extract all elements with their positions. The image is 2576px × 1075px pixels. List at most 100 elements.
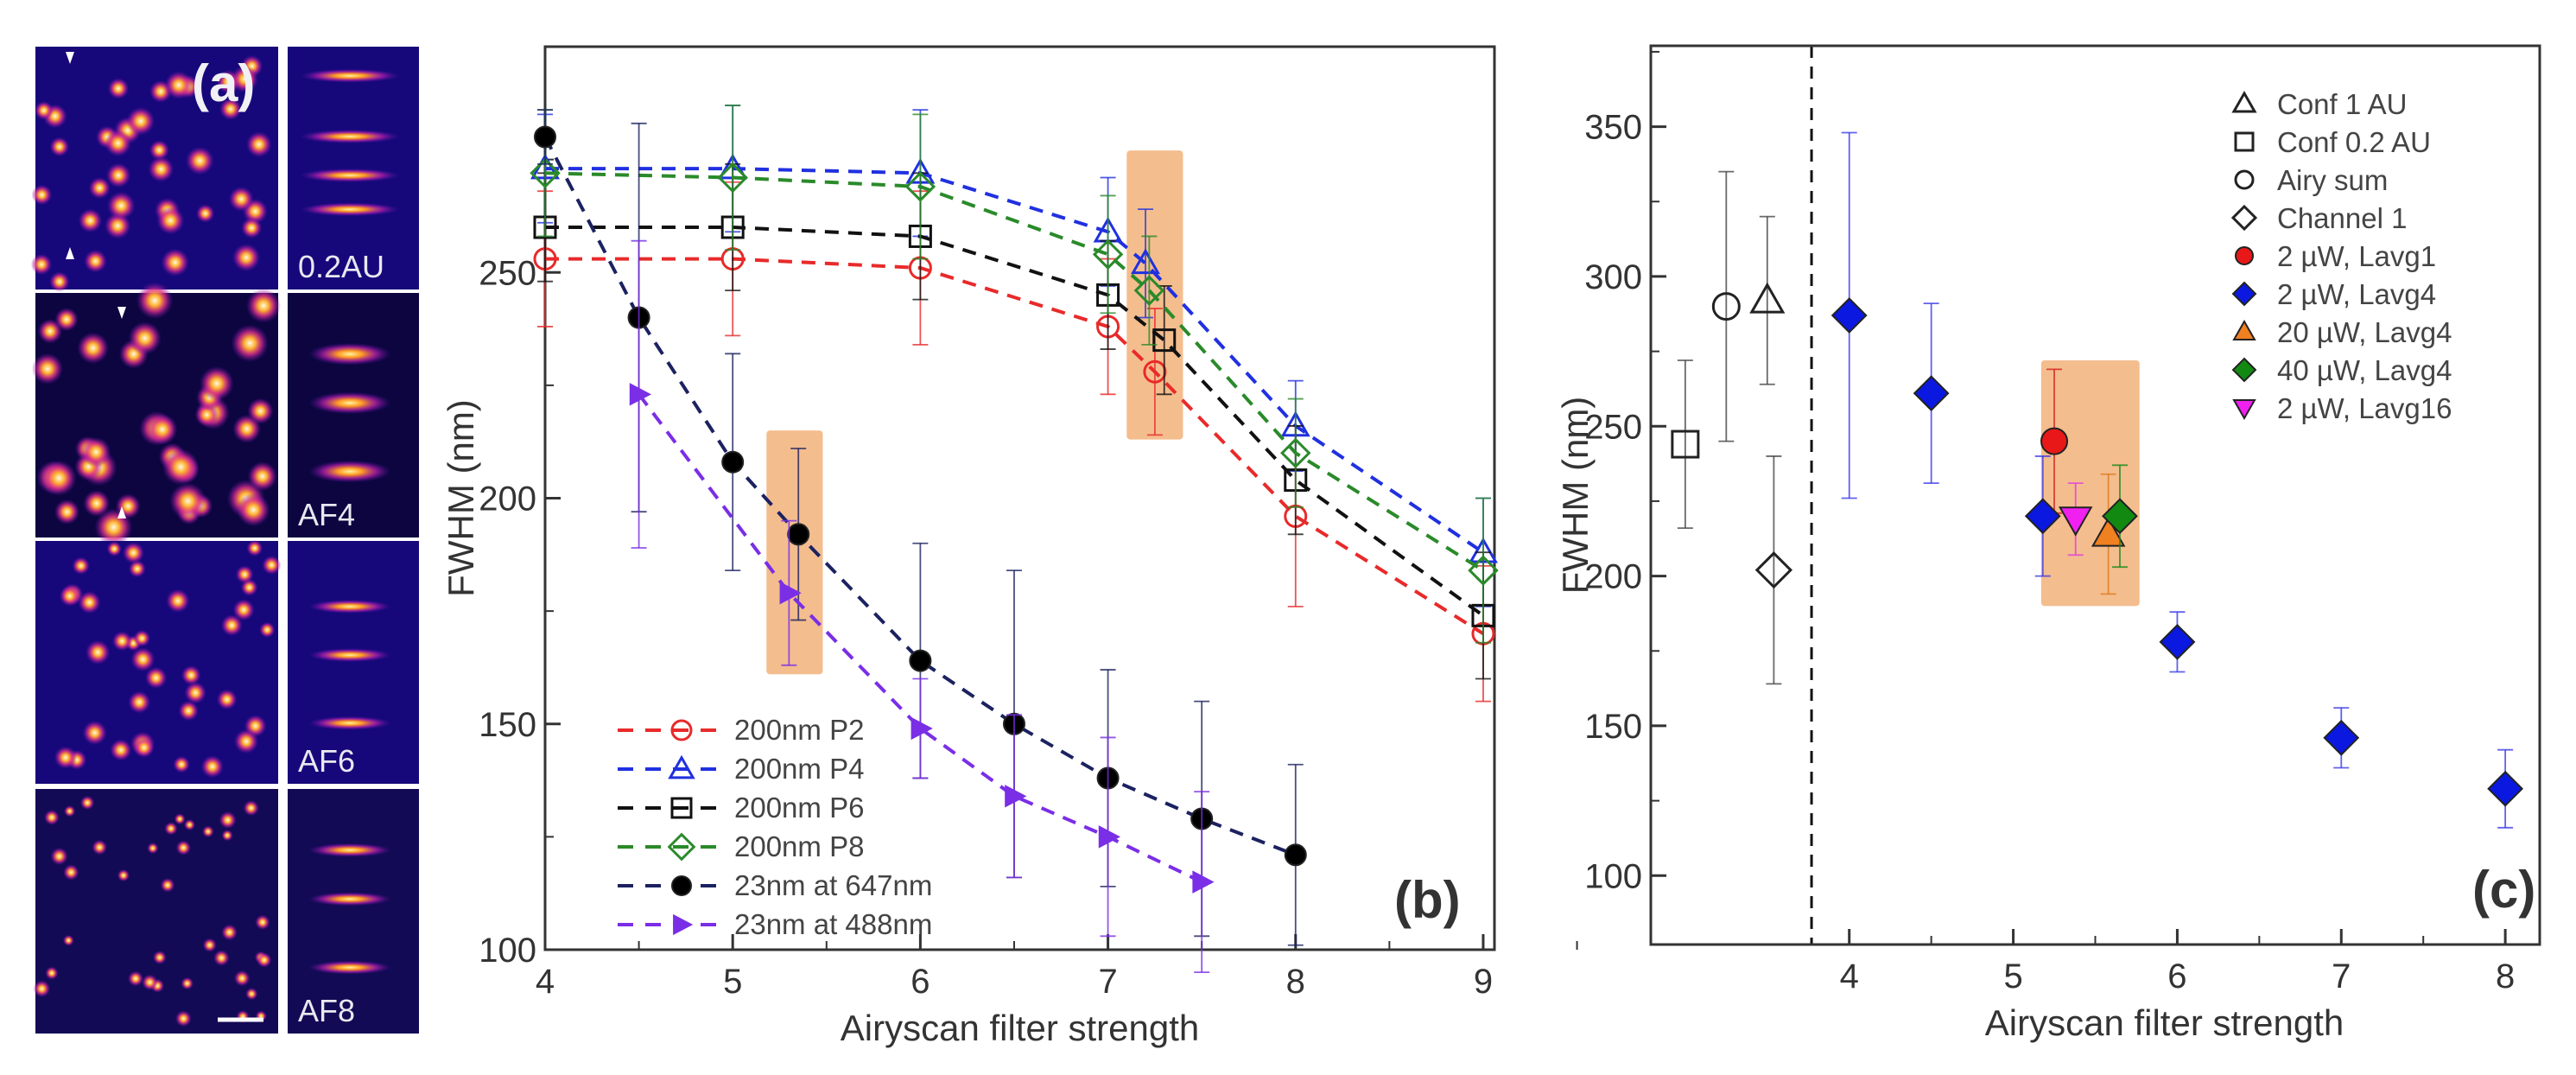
bead-spot <box>231 65 258 93</box>
legend-label: 2 µW, Lavg1 <box>2277 240 2436 272</box>
panel-a-micrographs: 0.2AU AF4 AF6 AF8 (a) <box>30 47 419 1034</box>
bead-spot <box>174 813 186 825</box>
legend-marker <box>2234 169 2255 190</box>
bead-spot <box>213 950 230 966</box>
bead-spot <box>92 839 108 856</box>
legend-marker <box>2231 90 2257 113</box>
series-line <box>544 171 1485 572</box>
series-2-w-lavg1 <box>2040 368 2069 514</box>
legend-label: 2 µW, Lavg16 <box>2277 392 2452 424</box>
bead-spot <box>72 557 91 575</box>
bead-spot <box>240 578 258 596</box>
highlight-box <box>2040 360 2140 607</box>
arrowhead-up-icon <box>66 247 74 259</box>
legend-marker <box>668 754 695 779</box>
series-200nm-p8 <box>530 105 1499 644</box>
bead-spot <box>147 842 159 855</box>
axial-streak <box>308 843 391 857</box>
x-tick-label: 5 <box>2003 957 2022 995</box>
bead-spot <box>148 156 174 182</box>
bead-spot <box>79 795 95 811</box>
x-tick-label: 9 <box>1474 963 1493 1001</box>
bead-spot <box>43 810 60 825</box>
data-point <box>1192 870 1215 894</box>
legend-marker <box>2234 131 2255 152</box>
bead-spot <box>111 631 132 652</box>
data-point <box>787 523 810 546</box>
legend-entry: 23nm at 647nm <box>618 869 932 901</box>
legend-label: 40 µW, Lavg4 <box>2277 354 2452 386</box>
bead-spot <box>241 217 263 239</box>
row-label: AF6 <box>298 743 355 779</box>
arrowhead-up-icon <box>117 506 126 518</box>
bead-spot <box>110 739 132 761</box>
bead-spot <box>107 78 130 99</box>
data-point <box>1913 375 1950 412</box>
bead-spot <box>164 822 178 836</box>
bead-spot <box>245 131 272 158</box>
legend-entry: 23nm at 488nm <box>618 908 932 940</box>
x-tick-label: 4 <box>1840 957 1859 995</box>
bead-spot <box>257 952 272 968</box>
legend-entry: 2 µW, Lavg4 <box>2231 278 2436 310</box>
legend-label: 20 µW, Lavg4 <box>2277 316 2452 348</box>
x-tick-label: 6 <box>910 963 930 1001</box>
bead-spot <box>221 924 238 941</box>
bead-spot <box>246 539 263 557</box>
arrowhead-down-icon <box>66 52 74 64</box>
axial-streak <box>308 599 391 614</box>
bead-spot <box>245 987 258 1001</box>
x-tick-label: 8 <box>1286 963 1305 1001</box>
bead-spot <box>202 938 217 952</box>
legend-marker <box>2231 281 2257 307</box>
bead-spot <box>84 249 107 273</box>
legend-marker <box>673 913 694 936</box>
legend-entry: Conf 0.2 AU <box>2234 126 2431 158</box>
data-point <box>2323 719 2360 756</box>
legend-entry: Channel 1 <box>2230 202 2407 234</box>
series-conf-1-au <box>1749 215 1786 385</box>
legend-marker <box>2235 246 2254 265</box>
legend-entry: 200nm P4 <box>618 753 864 785</box>
bead-spot <box>255 914 270 931</box>
axial-profile-image <box>288 789 419 1034</box>
data-point <box>1749 282 1786 314</box>
y-tick-label: 100 <box>1584 857 1642 895</box>
bead-spot <box>166 588 190 614</box>
axial-profile-image <box>288 293 419 538</box>
y-tick-label: 250 <box>1584 408 1642 446</box>
y-tick-label: 200 <box>479 480 536 518</box>
x-axis-label: Airyscan filter strength <box>841 1008 1200 1048</box>
y-tick-label: 300 <box>1584 258 1642 296</box>
x-tick-label: 7 <box>1098 963 1117 1001</box>
bead-spot <box>83 489 111 518</box>
bead-spot <box>259 621 276 639</box>
series-20-w-lavg4 <box>2091 473 2126 595</box>
bead-spot <box>128 560 146 578</box>
row-label: 0.2AU <box>298 249 384 284</box>
series-airy-sum <box>1711 170 1741 442</box>
legend-entry: 2 µW, Lavg1 <box>2235 240 2436 272</box>
legend-label: 2 µW, Lavg4 <box>2277 278 2436 310</box>
bead-spot <box>126 106 155 136</box>
bead-spot <box>185 146 214 175</box>
bead-spot <box>199 366 234 401</box>
legend-entry: 2 µW, Lavg16 <box>2232 392 2452 424</box>
bead-spot <box>221 830 233 842</box>
bead-spot <box>173 755 191 773</box>
bead-spot <box>142 974 158 991</box>
legend-entry: Airy sum <box>2234 164 2388 196</box>
axial-streak <box>308 342 391 366</box>
axial-streak <box>308 716 391 730</box>
bead-spot <box>33 980 51 998</box>
axial-streak <box>308 391 391 415</box>
bead-spot <box>156 207 185 235</box>
data-point <box>904 171 936 202</box>
bead-spot <box>130 647 155 672</box>
data-point <box>2024 498 2061 535</box>
series-line <box>638 393 1203 884</box>
bead-spot <box>160 877 175 893</box>
bead-spot <box>149 140 170 161</box>
y-tick-label: 200 <box>1584 558 1642 596</box>
